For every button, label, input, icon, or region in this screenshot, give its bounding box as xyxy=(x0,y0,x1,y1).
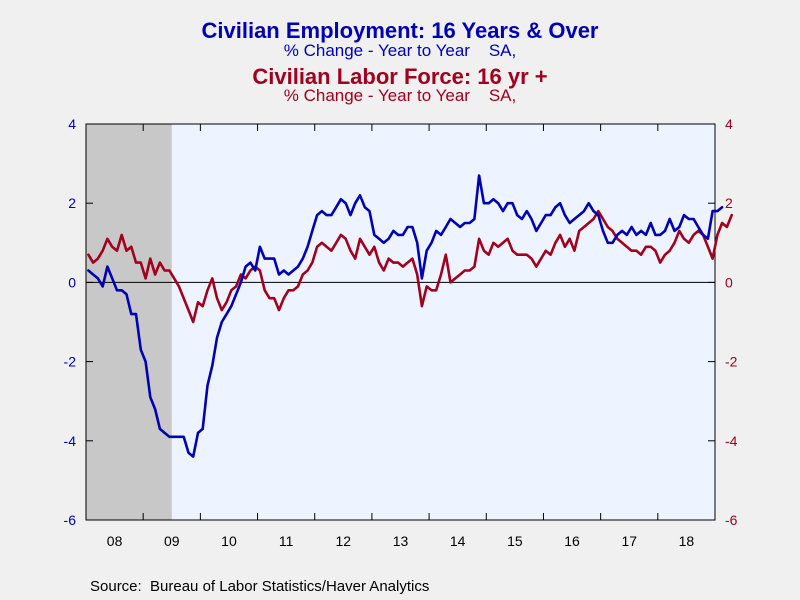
y-tick-label-left: -4 xyxy=(64,433,77,449)
x-tick-label: 15 xyxy=(507,533,523,549)
y-tick-label-left: -2 xyxy=(64,354,77,370)
y-tick-label-left: 4 xyxy=(68,116,76,132)
chart-subtitle-labor-force: % Change - Year to Year SA, xyxy=(283,86,517,105)
x-tick-label: 16 xyxy=(564,533,580,549)
chart-title-employment: Civilian Employment: 16 Years & Over xyxy=(201,18,599,43)
recession-shade xyxy=(86,124,172,520)
x-tick-label: 08 xyxy=(107,533,123,549)
source-note: Source: Bureau of Labor Statistics/Haver… xyxy=(90,578,430,595)
plot-area xyxy=(86,124,715,520)
y-tick-label-left: 2 xyxy=(68,195,76,211)
y-tick-label-right: 2 xyxy=(725,195,733,211)
y-tick-label-left: 0 xyxy=(68,274,76,290)
x-tick-label: 10 xyxy=(221,533,237,549)
x-tick-label: 09 xyxy=(164,533,180,549)
y-tick-label-left: -6 xyxy=(64,512,77,528)
y-tick-label-right: 4 xyxy=(725,116,733,132)
x-tick-label: 12 xyxy=(336,533,352,549)
chart-title-labor-force: Civilian Labor Force: 16 yr + xyxy=(252,64,548,89)
labor-force-series-line xyxy=(87,209,734,324)
chart-subtitle-employment: % Change - Year to Year SA, xyxy=(283,41,517,60)
y-tick-label-right: -6 xyxy=(725,512,738,528)
x-tick-label: 14 xyxy=(450,533,466,549)
plot-frame xyxy=(85,123,716,521)
y-tick-label-right: 0 xyxy=(725,274,733,290)
x-tick-label: 13 xyxy=(393,533,409,549)
x-tick-label: 11 xyxy=(279,533,294,549)
y-tick-label-right: -2 xyxy=(725,354,738,370)
y-tick-label-right: -4 xyxy=(725,433,738,449)
employment-series-line xyxy=(87,174,724,458)
x-tick-label: 17 xyxy=(621,533,637,549)
x-tick-label: 18 xyxy=(679,533,695,549)
